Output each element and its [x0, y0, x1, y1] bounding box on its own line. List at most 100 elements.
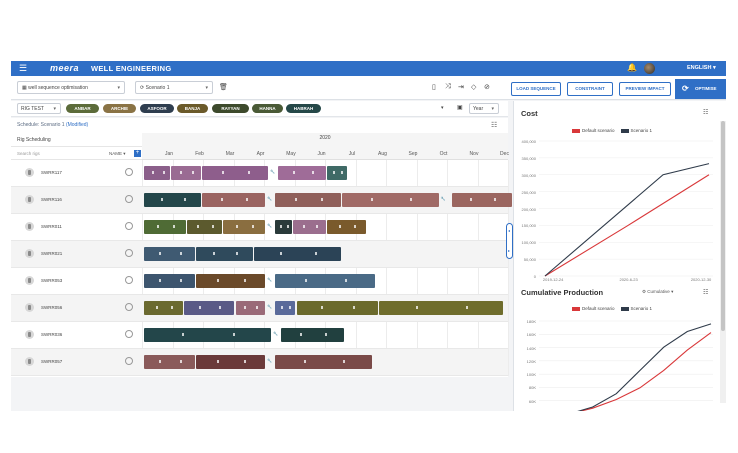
schedule-bar[interactable]: [342, 193, 439, 207]
visibility-icon[interactable]: [125, 303, 133, 311]
export-icon[interactable]: ⇥: [458, 84, 464, 91]
settings-sliders-icon[interactable]: ☷: [491, 122, 498, 129]
well-icon: [25, 249, 34, 258]
user-avatar[interactable]: [644, 63, 655, 74]
schedule-bar[interactable]: [327, 220, 366, 234]
well-name: SWRR011: [41, 224, 62, 229]
schedule-bar[interactable]: [144, 166, 171, 180]
shuffle-icon[interactable]: ⤨: [445, 83, 451, 90]
field-chip[interactable]: HABRAH: [286, 104, 321, 113]
schedule-bar[interactable]: [144, 355, 195, 369]
rig-scheduling-header: Rig Scheduling: [11, 133, 142, 147]
schedule-bar[interactable]: [195, 355, 265, 369]
schedule-bar[interactable]: [195, 274, 265, 288]
chart-settings-icon[interactable]: ☷: [703, 110, 709, 116]
visibility-icon[interactable]: [125, 168, 133, 176]
panel-scrollbar[interactable]: [720, 121, 726, 403]
schedule-bar[interactable]: [183, 301, 235, 315]
schedule-bar[interactable]: [144, 220, 186, 234]
visibility-icon[interactable]: [125, 276, 133, 284]
schedule-bar[interactable]: [195, 247, 253, 261]
project-select[interactable]: ▦ well sequence optimisation ▾: [17, 81, 125, 94]
visibility-icon[interactable]: [125, 330, 133, 338]
calendar-icon[interactable]: ▣: [457, 105, 463, 111]
well-row: SWRR053 🔧: [11, 268, 508, 295]
y-tick-label: 140K: [526, 345, 536, 351]
schedule-bar[interactable]: [275, 301, 296, 315]
schedule-bar[interactable]: [275, 274, 375, 288]
cost-series-line: [544, 163, 710, 277]
schedule-bar[interactable]: [235, 301, 265, 315]
section-title: Rig Scheduling: [17, 137, 51, 143]
optimise-button[interactable]: ⟳ OPTIMISE: [675, 79, 726, 99]
field-chip[interactable]: HANNA: [252, 104, 283, 113]
visibility-icon[interactable]: [125, 195, 133, 203]
schedule-bar[interactable]: [223, 220, 265, 234]
visibility-icon[interactable]: [125, 357, 133, 365]
legend-label: Default scenario: [582, 128, 615, 133]
field-chip[interactable]: RAYYAN: [212, 104, 249, 113]
load-sequence-button[interactable]: LOAD SEQUENCE: [511, 82, 561, 96]
scrollbar-thumb[interactable]: [721, 121, 725, 331]
rig-move-icon: 🔧: [267, 223, 272, 228]
schedule-bar[interactable]: [186, 220, 223, 234]
scenario-select[interactable]: ⟳ Scenario 1 ▾: [135, 81, 213, 94]
hamburger-menu-icon[interactable]: ☰: [19, 63, 28, 73]
notification-bell-icon[interactable]: 🔔: [627, 63, 637, 72]
delete-icon[interactable]: 🗑: [219, 84, 228, 91]
schedule-bar[interactable]: [171, 166, 201, 180]
schedule-bar[interactable]: [275, 193, 342, 207]
field-chip[interactable]: BANJA: [177, 104, 208, 113]
schedule-bar[interactable]: [278, 166, 326, 180]
scenario-name: Schedule: Scenario 1: [17, 122, 65, 128]
schedule-bar[interactable]: [275, 355, 372, 369]
schedule-bar[interactable]: [253, 247, 342, 261]
schedule-bar[interactable]: [327, 166, 348, 180]
preview-impact-button[interactable]: PREVIEW IMPACT: [619, 82, 671, 96]
sort-select[interactable]: NAME ▾: [109, 151, 126, 156]
month-gridline: [264, 160, 265, 376]
production-mode-select[interactable]: ⚙ Cumulative ▾: [642, 289, 674, 294]
field-chip[interactable]: ANBAR: [66, 104, 99, 113]
schedule-bar[interactable]: [201, 166, 269, 180]
check-icon[interactable]: ⊘: [484, 84, 490, 91]
schedule-bar[interactable]: [144, 193, 201, 207]
well-row: SWRR116 🔧 🔧: [11, 187, 513, 214]
view-select[interactable]: Year ▾: [469, 103, 499, 114]
app-title: WELL ENGINEERING: [91, 64, 172, 73]
visibility-icon[interactable]: [125, 249, 133, 257]
chevron-down-icon[interactable]: ▾: [441, 105, 444, 111]
schedule-bar[interactable]: [201, 193, 265, 207]
well-name: SWRR117: [41, 170, 62, 175]
schedule-bar[interactable]: [293, 220, 326, 234]
legend-item: Default scenario: [572, 128, 615, 133]
legend-item: Default scenario: [572, 306, 615, 311]
field-chip[interactable]: ASFOOR: [140, 104, 174, 113]
language-select[interactable]: ENGLISH ▾: [687, 65, 716, 71]
visibility-icon[interactable]: [125, 222, 133, 230]
rig-select[interactable]: RIG TEST ▾: [17, 103, 61, 114]
well-icon: [25, 357, 34, 366]
panel-splitter[interactable]: ◂ ▸: [506, 223, 513, 259]
timeline-header: 2020 Jan Feb Mar Apr May Jun Jul Aug Sep Oct Nov De…: [142, 133, 509, 160]
search-input[interactable]: Search rigs: [17, 151, 40, 156]
schedule-bar[interactable]: [144, 301, 183, 315]
chart-settings-icon[interactable]: ☷: [703, 290, 709, 296]
schedule-bar[interactable]: [144, 274, 195, 288]
constraint-button[interactable]: CONSTRAINT: [567, 82, 613, 96]
schedule-bar[interactable]: [296, 301, 378, 315]
well-icon: [25, 168, 34, 177]
legend-swatch: [572, 306, 580, 311]
schedule-bar[interactable]: [275, 220, 293, 234]
layout-icon[interactable]: ▯: [432, 84, 436, 91]
field-chip[interactable]: ARCHIE: [103, 104, 136, 113]
diamond-icon[interactable]: ◇: [471, 84, 477, 91]
schedule-bar[interactable]: [452, 193, 513, 207]
add-rig-button[interactable]: +: [134, 150, 141, 157]
cost-series-line: [544, 174, 710, 277]
schedule-bar[interactable]: [144, 247, 195, 261]
legend-item: Scenario 1: [620, 128, 652, 133]
schedule-bar[interactable]: [281, 328, 345, 342]
schedule-bar[interactable]: [378, 301, 503, 315]
schedule-bar[interactable]: [144, 328, 272, 342]
